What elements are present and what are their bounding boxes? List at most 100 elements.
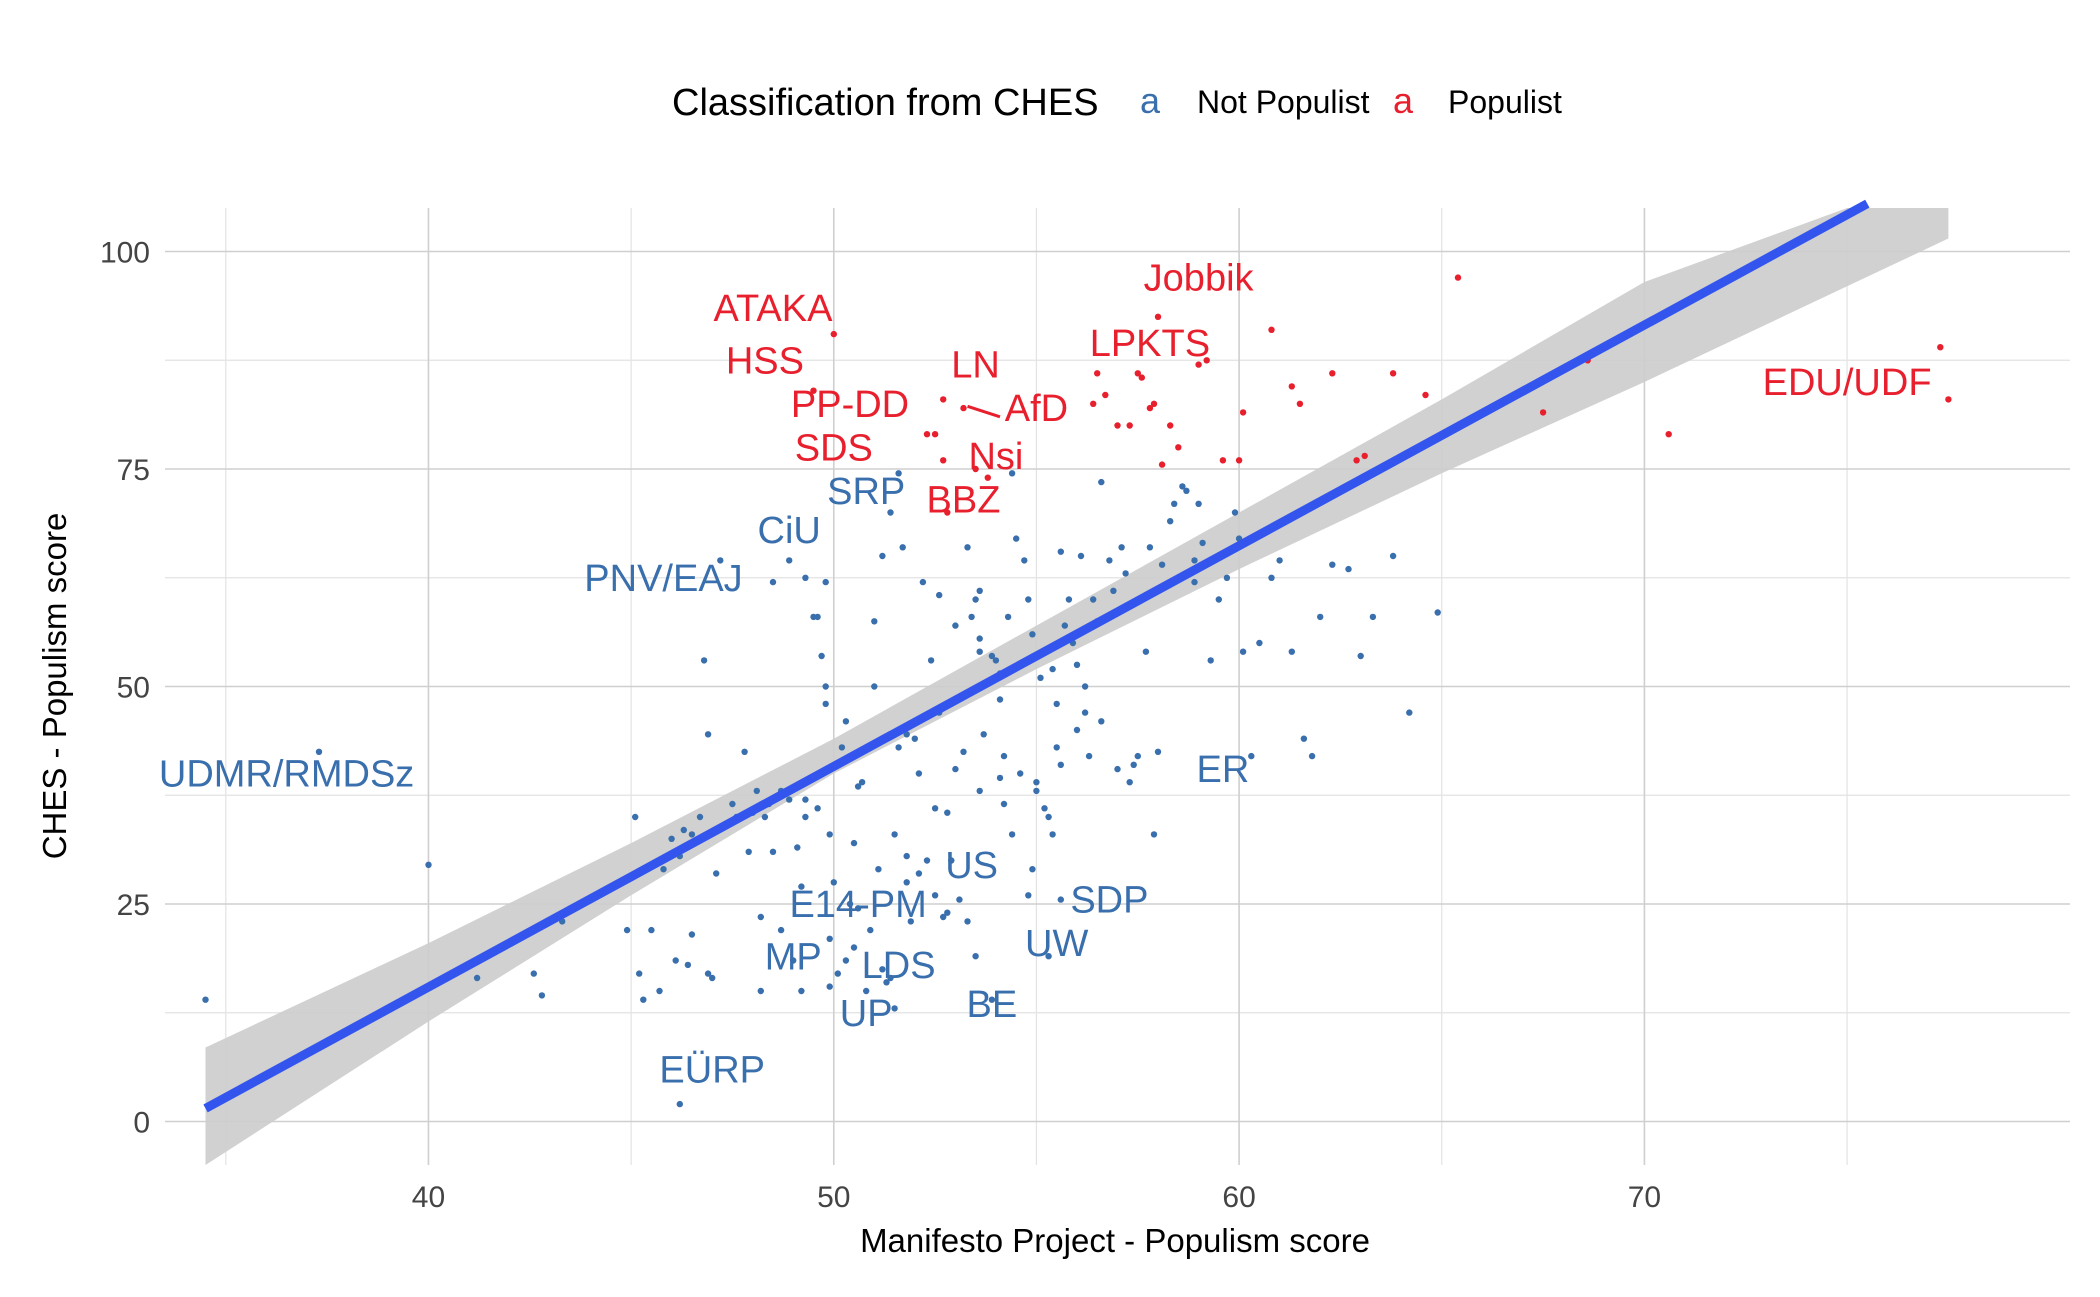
populist-point: [931, 431, 939, 438]
not-populist-point: [1130, 761, 1137, 768]
populist-party-label: SDS: [795, 427, 873, 469]
populist-party-label: EDU/UDF: [1763, 362, 1932, 404]
not-populist-point: [826, 831, 833, 838]
populist-party-label: LN: [951, 345, 1000, 387]
not-populist-point: [907, 918, 914, 925]
not-populist-point: [814, 613, 821, 621]
not-populist-point: [676, 1100, 683, 1108]
confidence-band: [205, 208, 1949, 1165]
legend-key-glyph: a: [1140, 80, 1161, 121]
not-populist-point: [972, 596, 979, 603]
not-populist-point: [976, 787, 983, 795]
not-populist-point: [1065, 596, 1073, 603]
not-populist-point: [826, 983, 833, 990]
not-populist-point: [1215, 596, 1223, 603]
not-populist-point: [931, 805, 939, 812]
not-populist-point: [704, 731, 712, 738]
populist-point: [1094, 370, 1101, 377]
not-populist-point: [1317, 613, 1324, 621]
not-populist-point: [968, 613, 975, 621]
not-populist-point: [1029, 866, 1036, 873]
not-populist-point: [425, 861, 432, 868]
point-layer: [202, 274, 1952, 1108]
x-axis-title: Manifesto Project - Populism score: [860, 1222, 1370, 1259]
populist-point: [1389, 370, 1397, 377]
not-populist-point: [936, 591, 943, 599]
not-populist-party-label: LDS: [862, 945, 936, 987]
populist-point: [984, 474, 991, 481]
not-populist-point: [1073, 661, 1081, 668]
populist-point: [1154, 313, 1162, 320]
not-populist-point: [842, 957, 850, 964]
populist-point: [1126, 422, 1133, 429]
y-tick-label: 0: [133, 1107, 150, 1140]
not-populist-point: [875, 866, 882, 873]
not-populist-point: [1268, 574, 1275, 581]
not-populist-point: [850, 944, 858, 951]
populist-point: [1175, 444, 1182, 451]
not-populist-point: [834, 970, 841, 977]
not-populist-point: [798, 987, 805, 995]
not-populist-point: [1098, 478, 1105, 486]
not-populist-point: [903, 879, 910, 886]
not-populist-point: [854, 905, 862, 912]
not-populist-party-label: EÜRP: [659, 1049, 765, 1091]
not-populist-point: [704, 970, 712, 977]
not-populist-point: [1256, 639, 1263, 647]
not-populist-point: [1118, 544, 1125, 551]
not-populist-point: [1158, 561, 1166, 568]
not-populist-point: [636, 970, 643, 977]
not-populist-point: [850, 839, 858, 847]
not-populist-point: [858, 779, 866, 786]
not-populist-point: [915, 870, 923, 877]
populist-point: [1268, 326, 1275, 333]
not-populist-point: [1142, 648, 1150, 655]
not-populist-point: [786, 557, 793, 564]
not-populist-party-label: PNV/EAJ: [584, 558, 742, 600]
populist-point: [1296, 400, 1304, 407]
not-populist-point: [1085, 752, 1093, 760]
y-tick-label: 50: [117, 672, 150, 705]
not-populist-point: [1025, 596, 1032, 603]
not-populist-point: [903, 852, 910, 860]
not-populist-point: [802, 813, 809, 821]
not-populist-point: [822, 683, 829, 690]
regression-line: [203, 199, 1870, 1113]
populist-point: [830, 330, 837, 338]
not-populist-point: [879, 966, 886, 973]
not-populist-point: [960, 748, 967, 755]
not-populist-point: [822, 700, 829, 708]
populist-party-label: BBZ: [927, 480, 1001, 522]
populist-party-label: PP-DD: [791, 384, 909, 426]
not-populist-point: [988, 996, 996, 1003]
not-populist-point: [931, 892, 939, 899]
not-populist-point: [988, 652, 996, 660]
not-populist-point: [1288, 648, 1296, 655]
populist-party-label: ATAKA: [714, 288, 834, 330]
not-populist-point: [1276, 557, 1283, 564]
not-populist-point: [1195, 500, 1202, 507]
not-populist-point: [1045, 813, 1052, 821]
not-populist-point: [761, 813, 769, 821]
not-populist-point: [1167, 518, 1174, 525]
not-populist-point: [802, 796, 809, 803]
populist-point: [1203, 357, 1210, 364]
not-populist-point: [952, 765, 959, 773]
not-populist-point: [1199, 539, 1206, 547]
x-tick-label: 70: [1628, 1181, 1661, 1214]
not-populist-point: [976, 587, 983, 594]
not-populist-point: [1081, 683, 1089, 690]
not-populist-point: [911, 735, 918, 742]
populist-point: [1219, 457, 1227, 464]
not-populist-point: [315, 748, 323, 755]
not-populist-point: [1045, 953, 1052, 960]
not-populist-point: [1000, 800, 1008, 808]
not-populist-point: [769, 578, 777, 586]
populist-point: [1361, 452, 1368, 460]
populist-party-label: Jobbik: [1144, 258, 1255, 300]
not-populist-point: [202, 996, 209, 1003]
not-populist-point: [757, 987, 764, 995]
not-populist-point: [871, 683, 878, 690]
not-populist-point: [1126, 779, 1133, 786]
